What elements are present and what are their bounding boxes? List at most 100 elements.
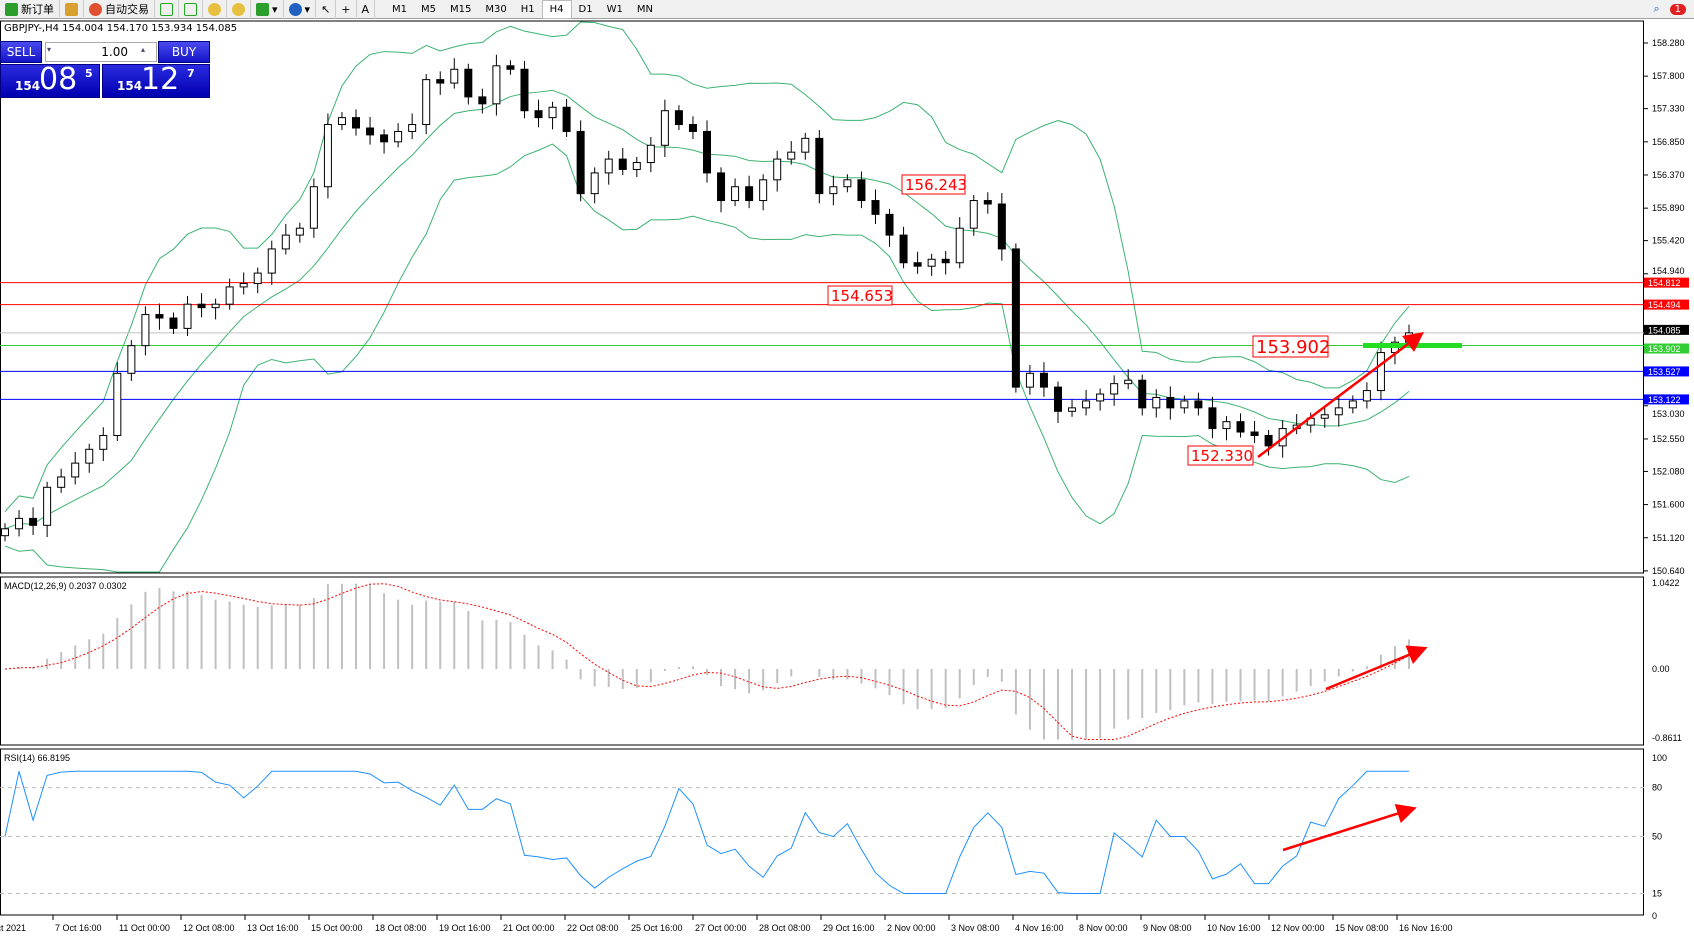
cursor-icon: ↖ — [321, 2, 331, 16]
candle — [43, 486, 52, 526]
candle — [394, 130, 403, 143]
folder-icon — [65, 2, 78, 16]
timeframe-mn[interactable]: MN — [636, 3, 653, 15]
candle — [85, 448, 94, 464]
candle — [492, 65, 501, 105]
timeframe-d1[interactable]: D1 — [578, 3, 593, 15]
rsi-axis-label: 50 — [1652, 832, 1662, 842]
lot-increase-button[interactable]: ▴ — [141, 45, 146, 54]
ask-fraction: 7 — [187, 67, 195, 80]
bar-chart-button[interactable] — [155, 0, 179, 19]
zoom-out-button[interactable] — [227, 0, 251, 19]
price-axis-label: 151.120 — [1652, 533, 1685, 543]
new-order-button[interactable]: 新订单 — [0, 0, 60, 19]
timeframe-m15[interactable]: M15 — [450, 3, 472, 15]
sell-button[interactable]: SELL — [0, 41, 42, 63]
price-axis-label: 155.420 — [1652, 236, 1685, 246]
candle-chart-button[interactable] — [179, 0, 203, 19]
timeframe-h1[interactable]: H1 — [520, 3, 535, 15]
price-line-tag — [1644, 299, 1689, 310]
lot-size-input[interactable]: 1.00 — [45, 42, 157, 62]
ask-price[interactable]: 154 12 7 — [102, 62, 210, 98]
candle — [1334, 407, 1343, 416]
dropdown-arrow-icon: ▾ — [272, 2, 278, 16]
price-line-tag — [1644, 343, 1689, 354]
timeframe-m1[interactable]: M1 — [392, 3, 408, 15]
rsi-axis-label: 0 — [1652, 911, 1657, 921]
price-line-label: 154.812 — [1648, 278, 1681, 288]
candle — [29, 517, 38, 526]
candle — [674, 110, 683, 126]
bid-price[interactable]: 154 08 5 — [0, 62, 100, 98]
search-icon[interactable]: ⌕ — [1653, 2, 1660, 15]
bollinger-lower-band — [4, 143, 1410, 573]
candle — [211, 303, 220, 309]
price-axis-label: 154.940 — [1652, 266, 1685, 276]
candle — [787, 151, 796, 160]
candle — [1096, 393, 1105, 402]
timeframe-bar: M1 M5 M15 M30 H1 H4 D1 W1 MN — [385, 0, 660, 19]
buy-button[interactable]: BUY — [158, 41, 210, 63]
candle — [71, 462, 80, 478]
trend-arrow — [1325, 645, 1428, 691]
time-axis-label: 10 Nov 16:00 — [1207, 923, 1261, 933]
zoom-in-button[interactable] — [203, 0, 227, 19]
candle — [113, 372, 122, 436]
candle — [857, 179, 866, 202]
candle — [337, 117, 346, 126]
candle — [380, 134, 389, 143]
price-line-tag — [1644, 277, 1689, 288]
timeframe-m5[interactable]: M5 — [421, 3, 437, 15]
market-watch-button[interactable] — [60, 0, 84, 19]
crosshair-button[interactable]: + — [336, 0, 357, 19]
text-icon: A — [361, 2, 370, 16]
candle — [576, 130, 585, 195]
price-axis-label: 158.280 — [1652, 38, 1685, 48]
price-annotation-box — [901, 174, 966, 195]
candle — [450, 68, 459, 84]
candle — [408, 124, 417, 132]
zoom-in-icon — [208, 2, 221, 16]
rsi-axis-label: 15 — [1652, 889, 1662, 899]
timeframe-m30[interactable]: M30 — [485, 3, 507, 15]
candle — [1011, 248, 1020, 388]
candle — [829, 186, 838, 195]
bar-chart-icon — [160, 2, 173, 16]
candle — [703, 130, 711, 174]
indicators-button[interactable]: ▾ — [251, 0, 284, 19]
price-axis-label: 156.370 — [1652, 170, 1685, 180]
rsi-panel — [0, 748, 1644, 916]
candle — [997, 203, 1006, 250]
candle — [969, 200, 978, 229]
rsi-line — [4, 770, 1409, 895]
candle — [239, 282, 248, 288]
price-annotation-box — [1252, 335, 1329, 358]
time-axis-label: 6 Oct 2021 — [0, 923, 26, 933]
lot-decrease-button[interactable]: ▾ — [47, 45, 52, 54]
time-axis-label: 11 Oct 00:00 — [119, 923, 170, 933]
price-axis-label: 152.550 — [1652, 434, 1685, 444]
candle — [941, 258, 950, 264]
periods-button[interactable]: ▾ — [284, 0, 317, 19]
text-button[interactable]: A — [357, 0, 376, 19]
candle — [309, 186, 318, 229]
price-line-tag — [1644, 324, 1689, 335]
candle — [899, 234, 908, 264]
timeframe-h4[interactable]: H4 — [541, 0, 572, 19]
candle — [871, 200, 880, 215]
auto-trading-button[interactable]: 自动交易 — [84, 0, 155, 19]
candle — [422, 79, 431, 126]
time-axis-label: 19 Oct 16:00 — [439, 923, 491, 933]
zoom-out-icon — [232, 2, 245, 16]
timeframe-w1[interactable]: W1 — [606, 3, 623, 15]
notification-badge[interactable]: 1 — [1669, 3, 1686, 15]
bollinger-upper-band — [4, 21, 1410, 512]
candle — [731, 186, 740, 202]
clock-icon — [288, 2, 302, 16]
candle — [632, 162, 641, 170]
cursor-button[interactable]: ↖ — [316, 0, 337, 19]
candle — [225, 286, 234, 305]
time-axis-label: 22 Oct 08:00 — [567, 923, 619, 933]
candle — [590, 172, 599, 195]
